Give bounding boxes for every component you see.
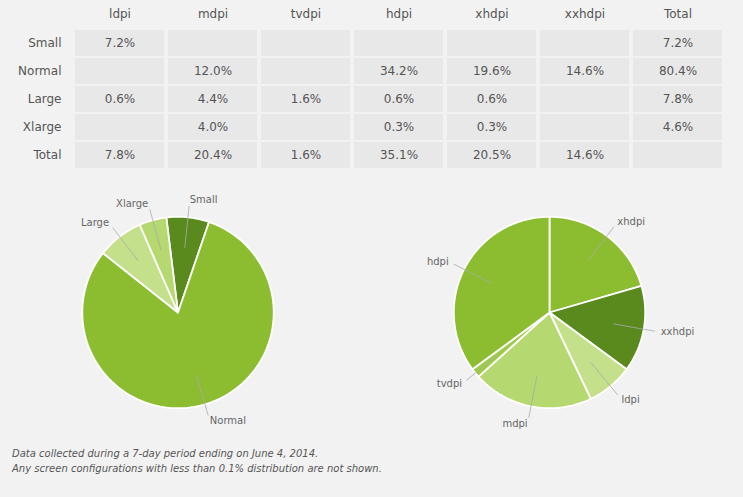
svg-text:1.6%: 1.6% — [291, 148, 322, 162]
svg-text:4.6%: 4.6% — [663, 120, 694, 134]
svg-text:Xlarge: Xlarge — [23, 120, 62, 134]
svg-text:Xlarge: Xlarge — [116, 198, 148, 209]
svg-text:7.2%: 7.2% — [663, 36, 694, 50]
svg-text:80.4%: 80.4% — [659, 64, 697, 78]
svg-text:7.2%: 7.2% — [105, 36, 136, 50]
svg-text:Normal: Normal — [210, 415, 246, 426]
svg-text:Small: Small — [28, 36, 61, 50]
svg-text:35.1%: 35.1% — [380, 148, 418, 162]
svg-text:xxhdpi: xxhdpi — [565, 7, 605, 21]
svg-text:34.2%: 34.2% — [380, 64, 418, 78]
html-text:Data collected during a 7-day: Data collected during a 7-day period end… — [12, 448, 319, 459]
svg-text:7.8%: 7.8% — [105, 148, 136, 162]
svg-text:14.6%: 14.6% — [566, 64, 604, 78]
svg-text:hdpi: hdpi — [427, 256, 449, 267]
svg-text:1.6%: 1.6% — [291, 92, 322, 106]
svg-text:20.5%: 20.5% — [473, 148, 511, 162]
svg-text:xhdpi: xhdpi — [475, 7, 508, 21]
svg-text:xhdpi: xhdpi — [617, 216, 645, 227]
svg-text:mdpi: mdpi — [502, 418, 527, 429]
svg-text:Small: Small — [190, 194, 218, 205]
svg-text:0.6%: 0.6% — [477, 92, 508, 106]
svg-text:tvdpi: tvdpi — [291, 7, 321, 21]
svg-text:0.3%: 0.3% — [384, 120, 415, 134]
svg-text:Normal: Normal — [18, 64, 61, 78]
svg-text:xxhdpi: xxhdpi — [661, 326, 695, 337]
svg-text:Total: Total — [663, 7, 692, 21]
svg-text:hdpi: hdpi — [386, 7, 412, 21]
svg-text:7.8%: 7.8% — [663, 92, 694, 106]
svg-text:Large: Large — [28, 92, 62, 106]
svg-text:0.6%: 0.6% — [105, 92, 136, 106]
svg-text:ldpi: ldpi — [621, 394, 639, 405]
svg-text:0.3%: 0.3% — [477, 120, 508, 134]
svg-text:mdpi: mdpi — [198, 7, 228, 21]
svg-text:12.0%: 12.0% — [194, 64, 232, 78]
html-text:Any screen configurations with: Any screen configurations with less than… — [12, 463, 382, 474]
svg-text:tvdpi: tvdpi — [437, 378, 462, 389]
svg-text:0.6%: 0.6% — [384, 92, 415, 106]
svg-text:19.6%: 19.6% — [473, 64, 511, 78]
svg-text:14.6%: 14.6% — [566, 148, 604, 162]
svg-text:Large: Large — [81, 217, 109, 228]
svg-text:4.4%: 4.4% — [198, 92, 229, 106]
svg-text:Total: Total — [32, 148, 61, 162]
svg-text:ldpi: ldpi — [109, 7, 131, 21]
svg-text:4.0%: 4.0% — [198, 120, 229, 134]
svg-text:20.4%: 20.4% — [194, 148, 232, 162]
